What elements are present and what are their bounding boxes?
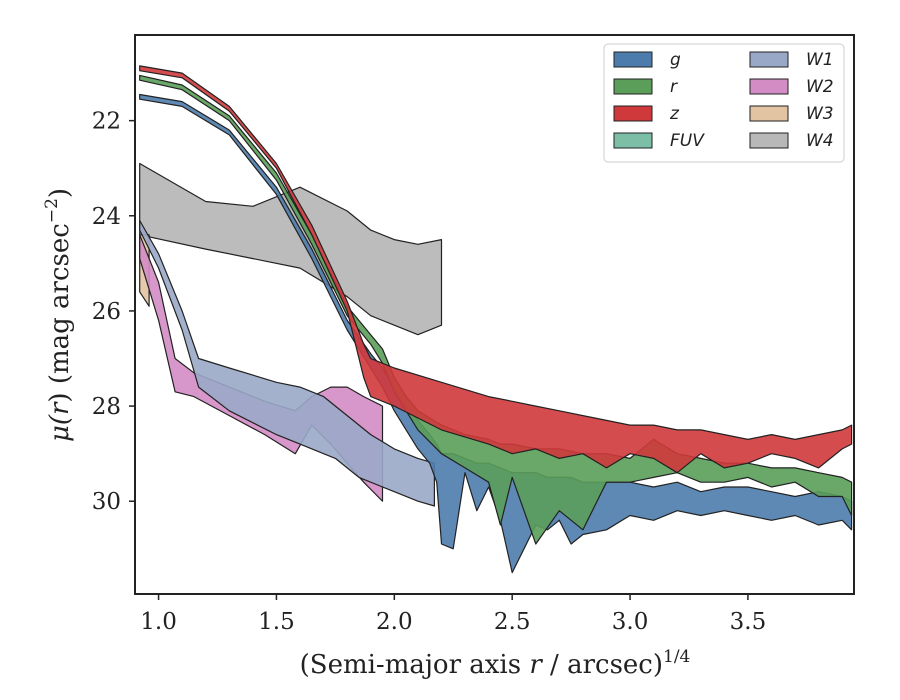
y-axis-label-sup: −2 [42, 198, 62, 223]
x-tick-label: 2.5 [494, 609, 531, 635]
y-tick-label: 30 [92, 489, 121, 515]
x-tick-label: 3.5 [730, 609, 767, 635]
y-tick-label: 26 [92, 299, 121, 325]
legend-label-w4: W4 [806, 131, 834, 151]
y-tick-label: 28 [92, 394, 121, 420]
plot-frame [134, 34, 855, 595]
x-axis-label-var: r [529, 650, 543, 680]
legend-swatch-w2 [749, 78, 789, 95]
y-axis-label-mu: μ( [45, 414, 75, 442]
legend-swatch-w4 [749, 132, 789, 149]
y-tick-label: 24 [92, 204, 121, 230]
legend-swatch-z [613, 105, 653, 122]
legend-swatch-w3 [749, 105, 789, 122]
x-axis-label: (Semi-major axis r / arcsec)1/4 [300, 647, 691, 680]
legend-label-w3: W3 [806, 104, 834, 124]
series-band-w1 [139, 219, 435, 507]
legend-label-g: g [670, 50, 681, 70]
legend-items: grz FUV W1 W2 W3 W4 [613, 50, 834, 151]
y-tick-label: 22 [92, 109, 121, 135]
legend-label-r: r [670, 77, 678, 97]
legend-swatch-w1 [749, 51, 789, 68]
x-tick-label: 1.0 [140, 609, 177, 635]
legend-swatch-g [613, 51, 653, 68]
legend-label-w1: W1 [806, 50, 834, 70]
x-tick-label: 3.0 [612, 609, 649, 635]
y-axis-label-var: r [45, 401, 75, 415]
legend-swatch-fuv [613, 132, 653, 149]
x-axis-label-rest: / arcsec) [542, 650, 663, 680]
series-band-z [139, 65, 853, 474]
legend-label-z: z [669, 104, 680, 124]
x-axis-ticks: 1.0 1.5 2.0 2.5 3.0 3.5 [140, 594, 766, 635]
x-axis-label-sup: 1/4 [663, 647, 690, 667]
legend-label-fuv: FUV [670, 131, 705, 151]
y-axis-label-rest: ) (mag arcsec [45, 223, 75, 402]
legend-label-w2: W2 [806, 77, 834, 97]
x-axis-label-text: (Semi-major axis [300, 650, 530, 680]
series-layer [139, 65, 853, 574]
legend: grz FUV W1 W2 W3 W4 [603, 43, 845, 163]
y-axis-label-close: ) [45, 188, 75, 198]
y-axis-label: μ(r) (mag arcsec−2) [42, 188, 75, 442]
series-band-w4 [139, 162, 443, 336]
legend-swatch-r [613, 78, 653, 95]
y-axis-ticks: 22 24 26 28 30 [92, 109, 135, 515]
x-tick-label: 2.0 [376, 609, 413, 635]
x-tick-label: 1.5 [258, 609, 295, 635]
